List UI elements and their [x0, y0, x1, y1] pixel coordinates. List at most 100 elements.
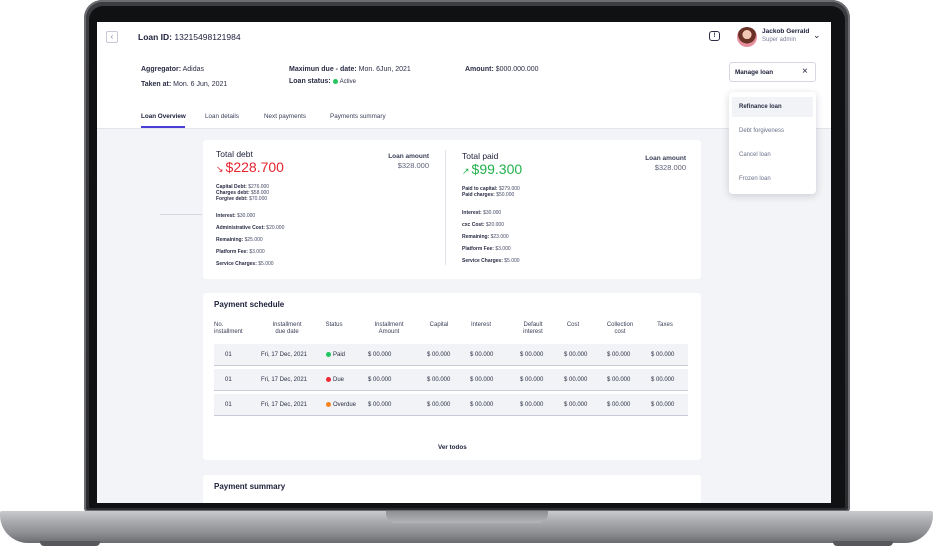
cell-due-date: Fri, 17 Dec, 2021 [261, 377, 308, 383]
user-name: Jackob Gerrald [762, 28, 810, 35]
menu-item-debt-forgiveness[interactable]: Debt forgiveness [739, 128, 785, 134]
user-role: Super admin [762, 37, 797, 43]
payment-summary-title: Payment summary [214, 482, 286, 491]
tab-next-payments[interactable]: Next payments [264, 113, 306, 120]
cell-due-date: Fri, 17 Dec, 2021 [261, 352, 308, 358]
totals-divider [445, 150, 446, 265]
paid-breakdown-item: Paid charges: $50.000 [462, 192, 515, 198]
cell-cost: $ 00.000 [564, 352, 588, 358]
loan-amount: Amount: $000.000.000 [465, 66, 539, 73]
tab-payments-summary[interactable]: Payments summary [330, 113, 386, 120]
chevron-left-icon[interactable]: ‹ [106, 31, 118, 43]
total-paid-title: Total paid [462, 151, 499, 161]
menu-item-frozen-loan[interactable]: Frozen loan [739, 176, 771, 182]
col-header-amount: Installment Amount [374, 322, 404, 335]
table-row[interactable] [214, 344, 688, 366]
cell-capital: $ 00.000 [427, 377, 451, 383]
col-header-taxes: Taxes [657, 322, 673, 328]
cell-default-interest: $ 00.000 [520, 402, 544, 408]
divider [160, 214, 202, 215]
cell-taxes: $ 00.000 [651, 402, 675, 408]
cell-capital: $ 00.000 [427, 352, 451, 358]
paid-detail-item: cxc Cost: $20.000 [462, 222, 504, 228]
manage-loan-label: Manage loan [735, 69, 774, 76]
paid-detail-item: Interest: $30.000 [462, 210, 502, 216]
cell-status: Due [326, 377, 344, 383]
cell-no: 01 [225, 352, 232, 358]
message-alert-icon[interactable]: ! [709, 31, 720, 41]
cell-status: Overdue [326, 402, 356, 408]
avatar[interactable] [737, 27, 757, 47]
debt-breakdown-item: Forgive debt: $70.000 [216, 196, 268, 202]
cell-amount: $ 00.000 [368, 402, 392, 408]
cell-collection-cost: $ 00.000 [607, 352, 631, 358]
col-header-due-date: Installment due date [272, 322, 302, 335]
max-due-date: Maximun due - date: Mon. 6Jun, 2021 [289, 66, 411, 73]
chevron-down-icon[interactable]: ⌄ [813, 30, 821, 40]
col-header-cost: Cost [566, 322, 580, 328]
paid-loan-amount-value: $328.000 [654, 163, 686, 172]
taken-at: Taken at: Mon. 6 Jun, 2021 [141, 81, 228, 88]
paid-detail-item: Remaining: $23.000 [462, 234, 509, 240]
manage-loan-select[interactable]: Manage loan × [729, 62, 816, 82]
table-row[interactable] [214, 369, 688, 391]
total-debt-title: Total debt [216, 149, 253, 159]
cell-no: 01 [225, 377, 232, 383]
cell-interest: $ 00.000 [470, 377, 494, 383]
laptop-foot [40, 541, 100, 546]
cell-default-interest: $ 00.000 [520, 352, 544, 358]
trend-up-icon: ↗ [462, 166, 470, 176]
cell-capital: $ 00.000 [427, 402, 451, 408]
total-paid-value: ↗ $99.300 [462, 161, 523, 177]
loan-header: ‹ Loan ID: 13215498121984 ! Jackob Gerra… [97, 22, 831, 129]
loan-id: Loan ID: 13215498121984 [138, 32, 241, 42]
cell-amount: $ 00.000 [368, 377, 392, 383]
debt-detail-item: Service Charges: $5.000 [216, 261, 274, 267]
status-dot [326, 377, 331, 382]
col-header-no: No. installment [214, 322, 243, 335]
menu-item-refinance[interactable]: Refinance loan [732, 97, 813, 117]
see-all-link[interactable]: Ver todos [438, 444, 467, 451]
col-header-interest: Interest [470, 322, 491, 328]
debt-breakdown-item: Capital Debt: $276.000 [216, 184, 270, 190]
status-dot [332, 78, 338, 84]
col-header-capital: Capital [429, 322, 449, 328]
tab-loan-overview[interactable]: Loan Overview [141, 113, 186, 120]
debt-detail-item: Interest: $30.000 [216, 213, 256, 219]
cell-no: 01 [225, 402, 232, 408]
paid-detail-item: Platform Fee: $3.000 [462, 246, 511, 252]
payment-schedule-title: Payment schedule [214, 300, 285, 309]
cell-collection-cost: $ 00.000 [607, 402, 631, 408]
debt-loan-amount-label: Loan amount [388, 153, 429, 160]
table-row[interactable] [214, 394, 688, 416]
loan-status: Loan status: Active [289, 78, 356, 85]
cell-taxes: $ 00.000 [651, 377, 675, 383]
cell-status: Paid [326, 352, 345, 358]
debt-detail-item: Remaining: $25.000 [216, 237, 263, 243]
laptop-foot [833, 541, 893, 546]
status-dot [326, 402, 331, 407]
laptop-notch [386, 511, 548, 523]
cell-amount: $ 00.000 [368, 352, 392, 358]
debt-detail-item: Platform Fee: $3.000 [216, 249, 265, 255]
status-dot [326, 352, 331, 357]
cell-interest: $ 00.000 [470, 402, 494, 408]
cell-cost: $ 00.000 [564, 402, 588, 408]
paid-loan-amount-label: Loan amount [645, 155, 686, 162]
debt-loan-amount-value: $328.000 [397, 161, 429, 170]
trend-down-icon: ↘ [216, 164, 224, 174]
tab-loan-details[interactable]: Loan details [205, 113, 239, 120]
aggregator: Aggregator: Adidas [141, 66, 205, 73]
menu-item-cancel-loan[interactable]: Cancel loan [739, 152, 771, 158]
manage-loan-menu: Refinance loan Debt forgiveness Cancel l… [729, 92, 816, 194]
close-icon[interactable]: × [802, 66, 808, 77]
paid-detail-item: Service Charges: $5.000 [462, 258, 520, 264]
debt-breakdown-item: Charges debt: $58.000 [216, 190, 270, 196]
col-header-status: Status [325, 322, 343, 328]
cell-default-interest: $ 00.000 [520, 377, 544, 383]
col-header-collection-cost: Collection cost [606, 322, 634, 335]
app-screen: ‹ Loan ID: 13215498121984 ! Jackob Gerra… [97, 22, 831, 503]
cell-cost: $ 00.000 [564, 377, 588, 383]
cell-collection-cost: $ 00.000 [607, 377, 631, 383]
total-debt-value: ↘ $228.700 [216, 159, 284, 175]
